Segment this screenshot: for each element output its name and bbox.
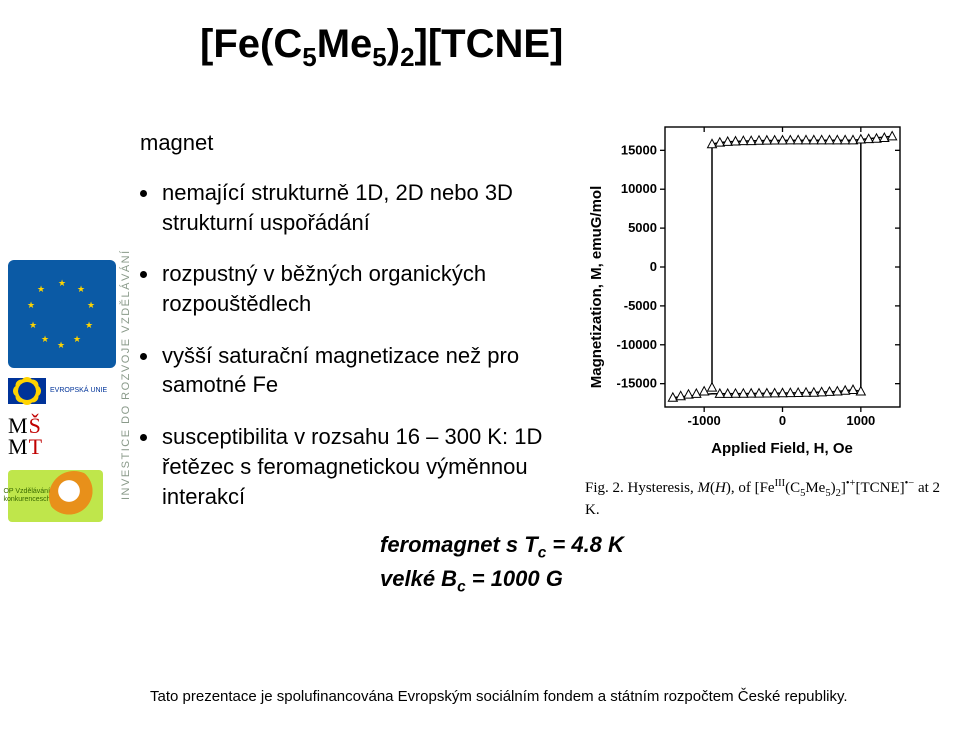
list-item: nemající strukturně 1D, 2D nebo 3D struk… (140, 178, 560, 237)
list-item: vyšší saturační magnetizace než pro samo… (140, 341, 560, 400)
eu-row: EVROPSKÁ UNIE (8, 378, 118, 404)
bullet-list: nemající strukturně 1D, 2D nebo 3D struk… (140, 178, 560, 511)
figure-wrap: Magnetization, M, emuG/mol -15000-10000-… (585, 115, 945, 520)
svg-text:-5000: -5000 (624, 298, 657, 313)
msmt-logo: MŠ MT (8, 416, 118, 458)
opvk-text: OP Vzdělávání pro konkurenceschopnost (0, 488, 112, 503)
page-title: [Fe(C5Me5)2][TCNE] (200, 22, 563, 73)
esf-logo: ★ ★ ★ ★ ★ ★ ★ ★ ★ ★ (8, 260, 116, 368)
feromagnet-note: feromagnet s Tc = 4.8 K velké Bc = 1000 … (380, 530, 624, 598)
list-item: susceptibilita v rozsahu 16 – 300 K: 1D … (140, 422, 560, 511)
svg-text:1000: 1000 (846, 413, 875, 428)
svg-text:-1000: -1000 (688, 413, 721, 428)
svg-text:0: 0 (779, 413, 786, 428)
svg-text:-15000: -15000 (617, 376, 657, 391)
eu-flag-icon (8, 378, 46, 404)
magnet-heading: magnet (140, 130, 560, 156)
plot-frame (665, 127, 900, 407)
feromagnet-line1: feromagnet s Tc = 4.8 K (380, 530, 624, 564)
figure-caption: Fig. 2. Hysteresis, M(H), of [FeIII(C5Me… (585, 477, 945, 520)
svg-text:15000: 15000 (621, 142, 657, 157)
svg-text:-10000: -10000 (617, 337, 657, 352)
footer-text: Tato prezentace je spolufinancována Evro… (150, 688, 848, 705)
svg-text:0: 0 (650, 259, 657, 274)
x-axis-label: Applied Field, H, Oe (711, 440, 853, 457)
logo-strip: ★ ★ ★ ★ ★ ★ ★ ★ ★ ★ EVROPSKÁ UNIE MŠ MT … (8, 260, 118, 522)
list-item: rozpustný v běžných organických rozpoušt… (140, 259, 560, 318)
eu-text: EVROPSKÁ UNIE (50, 387, 107, 394)
opvk-logo: OP Vzdělávání pro konkurenceschopnost (8, 470, 103, 522)
hysteresis-plot: Magnetization, M, emuG/mol -15000-10000-… (585, 115, 915, 460)
svg-text:10000: 10000 (621, 181, 657, 196)
y-axis-label: Magnetization, M, emuG/mol (588, 186, 605, 389)
svg-text:5000: 5000 (628, 220, 657, 235)
feromagnet-line2: velké Bc = 1000 G (380, 564, 624, 598)
vertical-label: INVESTICE DO ROZVOJE VZDĚLÁVÁNÍ (120, 249, 132, 500)
content-block: magnet nemající strukturně 1D, 2D nebo 3… (140, 130, 560, 533)
